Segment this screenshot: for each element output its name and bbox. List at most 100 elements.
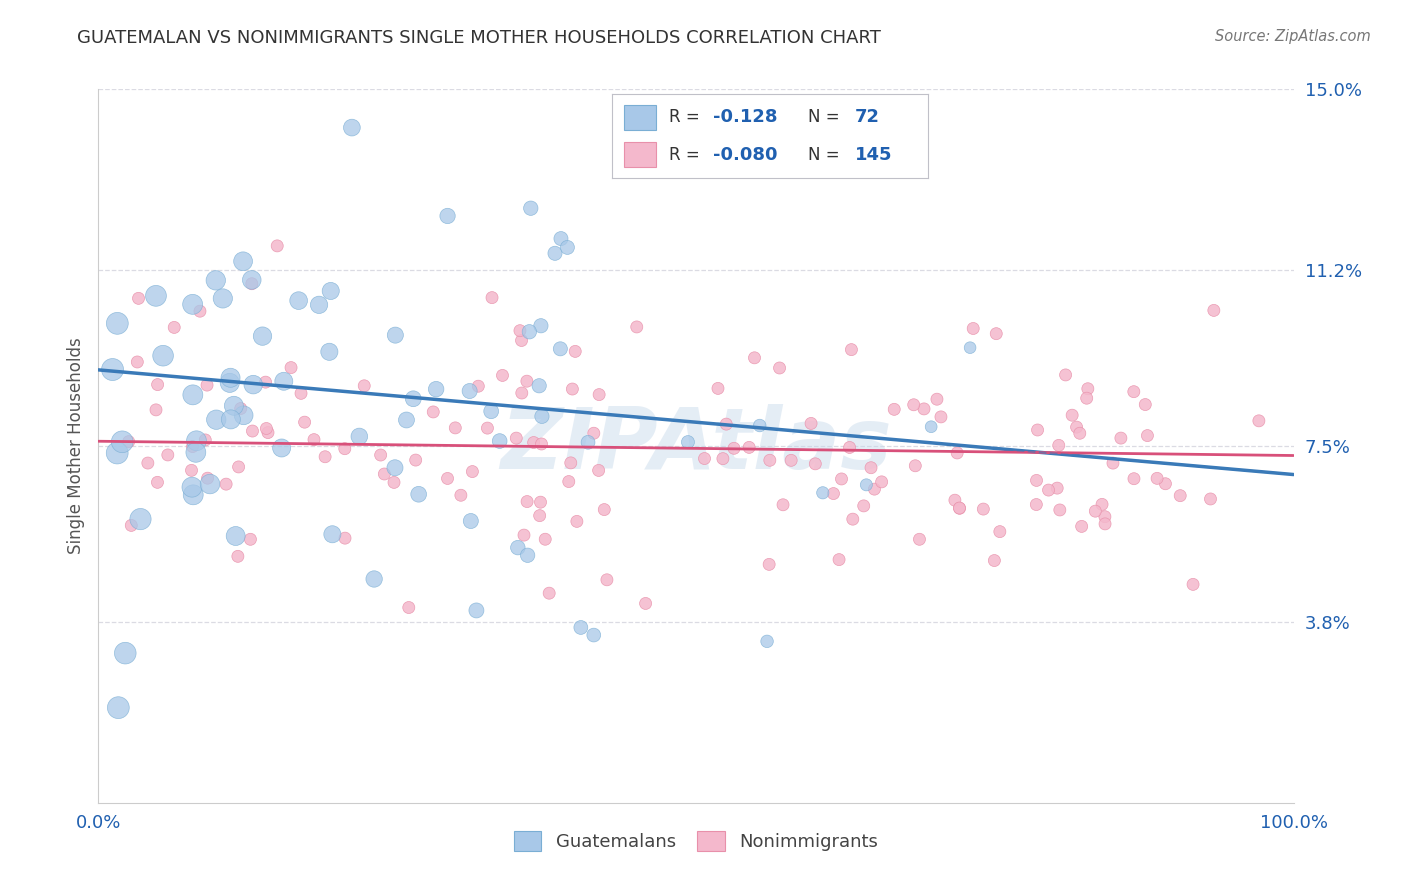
Point [534,533,557,547]
Point [1084,504,1107,518]
Point [239,533,262,547]
Point [758,558,780,572]
Point [1076,391,1098,405]
Point [904,458,927,473]
Point [436,471,458,485]
Text: -0.128: -0.128 [713,109,778,127]
Point [780,453,803,467]
Point [458,384,481,398]
Point [225,529,247,543]
Bar [624,104,655,130]
Point [823,486,845,500]
Point [626,320,648,334]
Point [105,446,128,460]
Point [384,328,406,343]
Point [1136,428,1159,442]
Point [1070,519,1092,533]
Point [946,446,969,460]
Point [561,382,583,396]
Point [290,386,312,401]
Point [920,419,942,434]
Point [842,512,865,526]
Point [181,388,204,402]
Point [384,460,406,475]
Point [254,375,277,389]
Point [398,600,420,615]
Point [510,334,533,348]
Point [1062,408,1084,422]
Point [550,231,572,245]
Point [1049,503,1071,517]
Point [959,341,981,355]
Text: Source: ZipAtlas.com: Source: ZipAtlas.com [1215,29,1371,44]
Point [593,502,616,516]
Point [198,477,221,491]
Point [544,246,567,260]
Point [118,434,141,449]
Point [509,324,531,338]
Point [852,499,875,513]
Point [1026,423,1049,437]
Point [184,445,207,459]
Point [436,209,458,223]
Point [107,700,129,714]
Point [529,508,551,523]
Point [218,376,240,390]
Point [205,413,228,427]
Text: R =: R = [669,109,704,127]
Point [349,429,371,443]
Point [831,472,853,486]
Point [538,586,561,600]
Text: GUATEMALAN VS NONIMMIGRANTS SINGLE MOTHER HOUSEHOLDS CORRELATION CHART: GUATEMALAN VS NONIMMIGRANTS SINGLE MOTHE… [77,29,882,46]
Point [1066,420,1088,434]
Point [676,435,699,450]
Point [883,402,905,417]
Point [530,437,553,451]
Point [756,634,779,648]
Point [395,413,418,427]
Point [983,553,1005,567]
Point [1038,483,1060,497]
Point [226,549,249,564]
Point [402,392,425,406]
Point [929,409,952,424]
Point [152,349,174,363]
Point [564,344,586,359]
Point [1069,426,1091,441]
Point [477,421,499,435]
Point [318,344,340,359]
Point [759,453,782,467]
Point [222,399,245,413]
Point [529,495,551,509]
Point [855,478,877,492]
Point [1109,431,1132,445]
Point [294,415,316,429]
Point [711,451,734,466]
Point [744,351,766,365]
Point [707,381,730,395]
Point [582,628,605,642]
Point [211,292,233,306]
Point [527,378,550,392]
Point [232,254,254,268]
Point [197,471,219,485]
Point [181,488,204,502]
Point [912,401,935,416]
Point [252,329,274,343]
Point [145,403,167,417]
Point [242,424,264,438]
Point [270,441,292,455]
Point [1047,438,1070,452]
Text: 72: 72 [855,109,880,127]
Point [804,457,827,471]
Point [565,515,588,529]
Point [257,425,280,440]
Point [811,485,834,500]
Text: N =: N = [808,109,845,127]
Point [1094,516,1116,531]
Point [240,277,263,291]
Point [530,318,553,333]
Point [582,426,605,441]
Point [302,433,325,447]
Text: 145: 145 [855,145,893,163]
